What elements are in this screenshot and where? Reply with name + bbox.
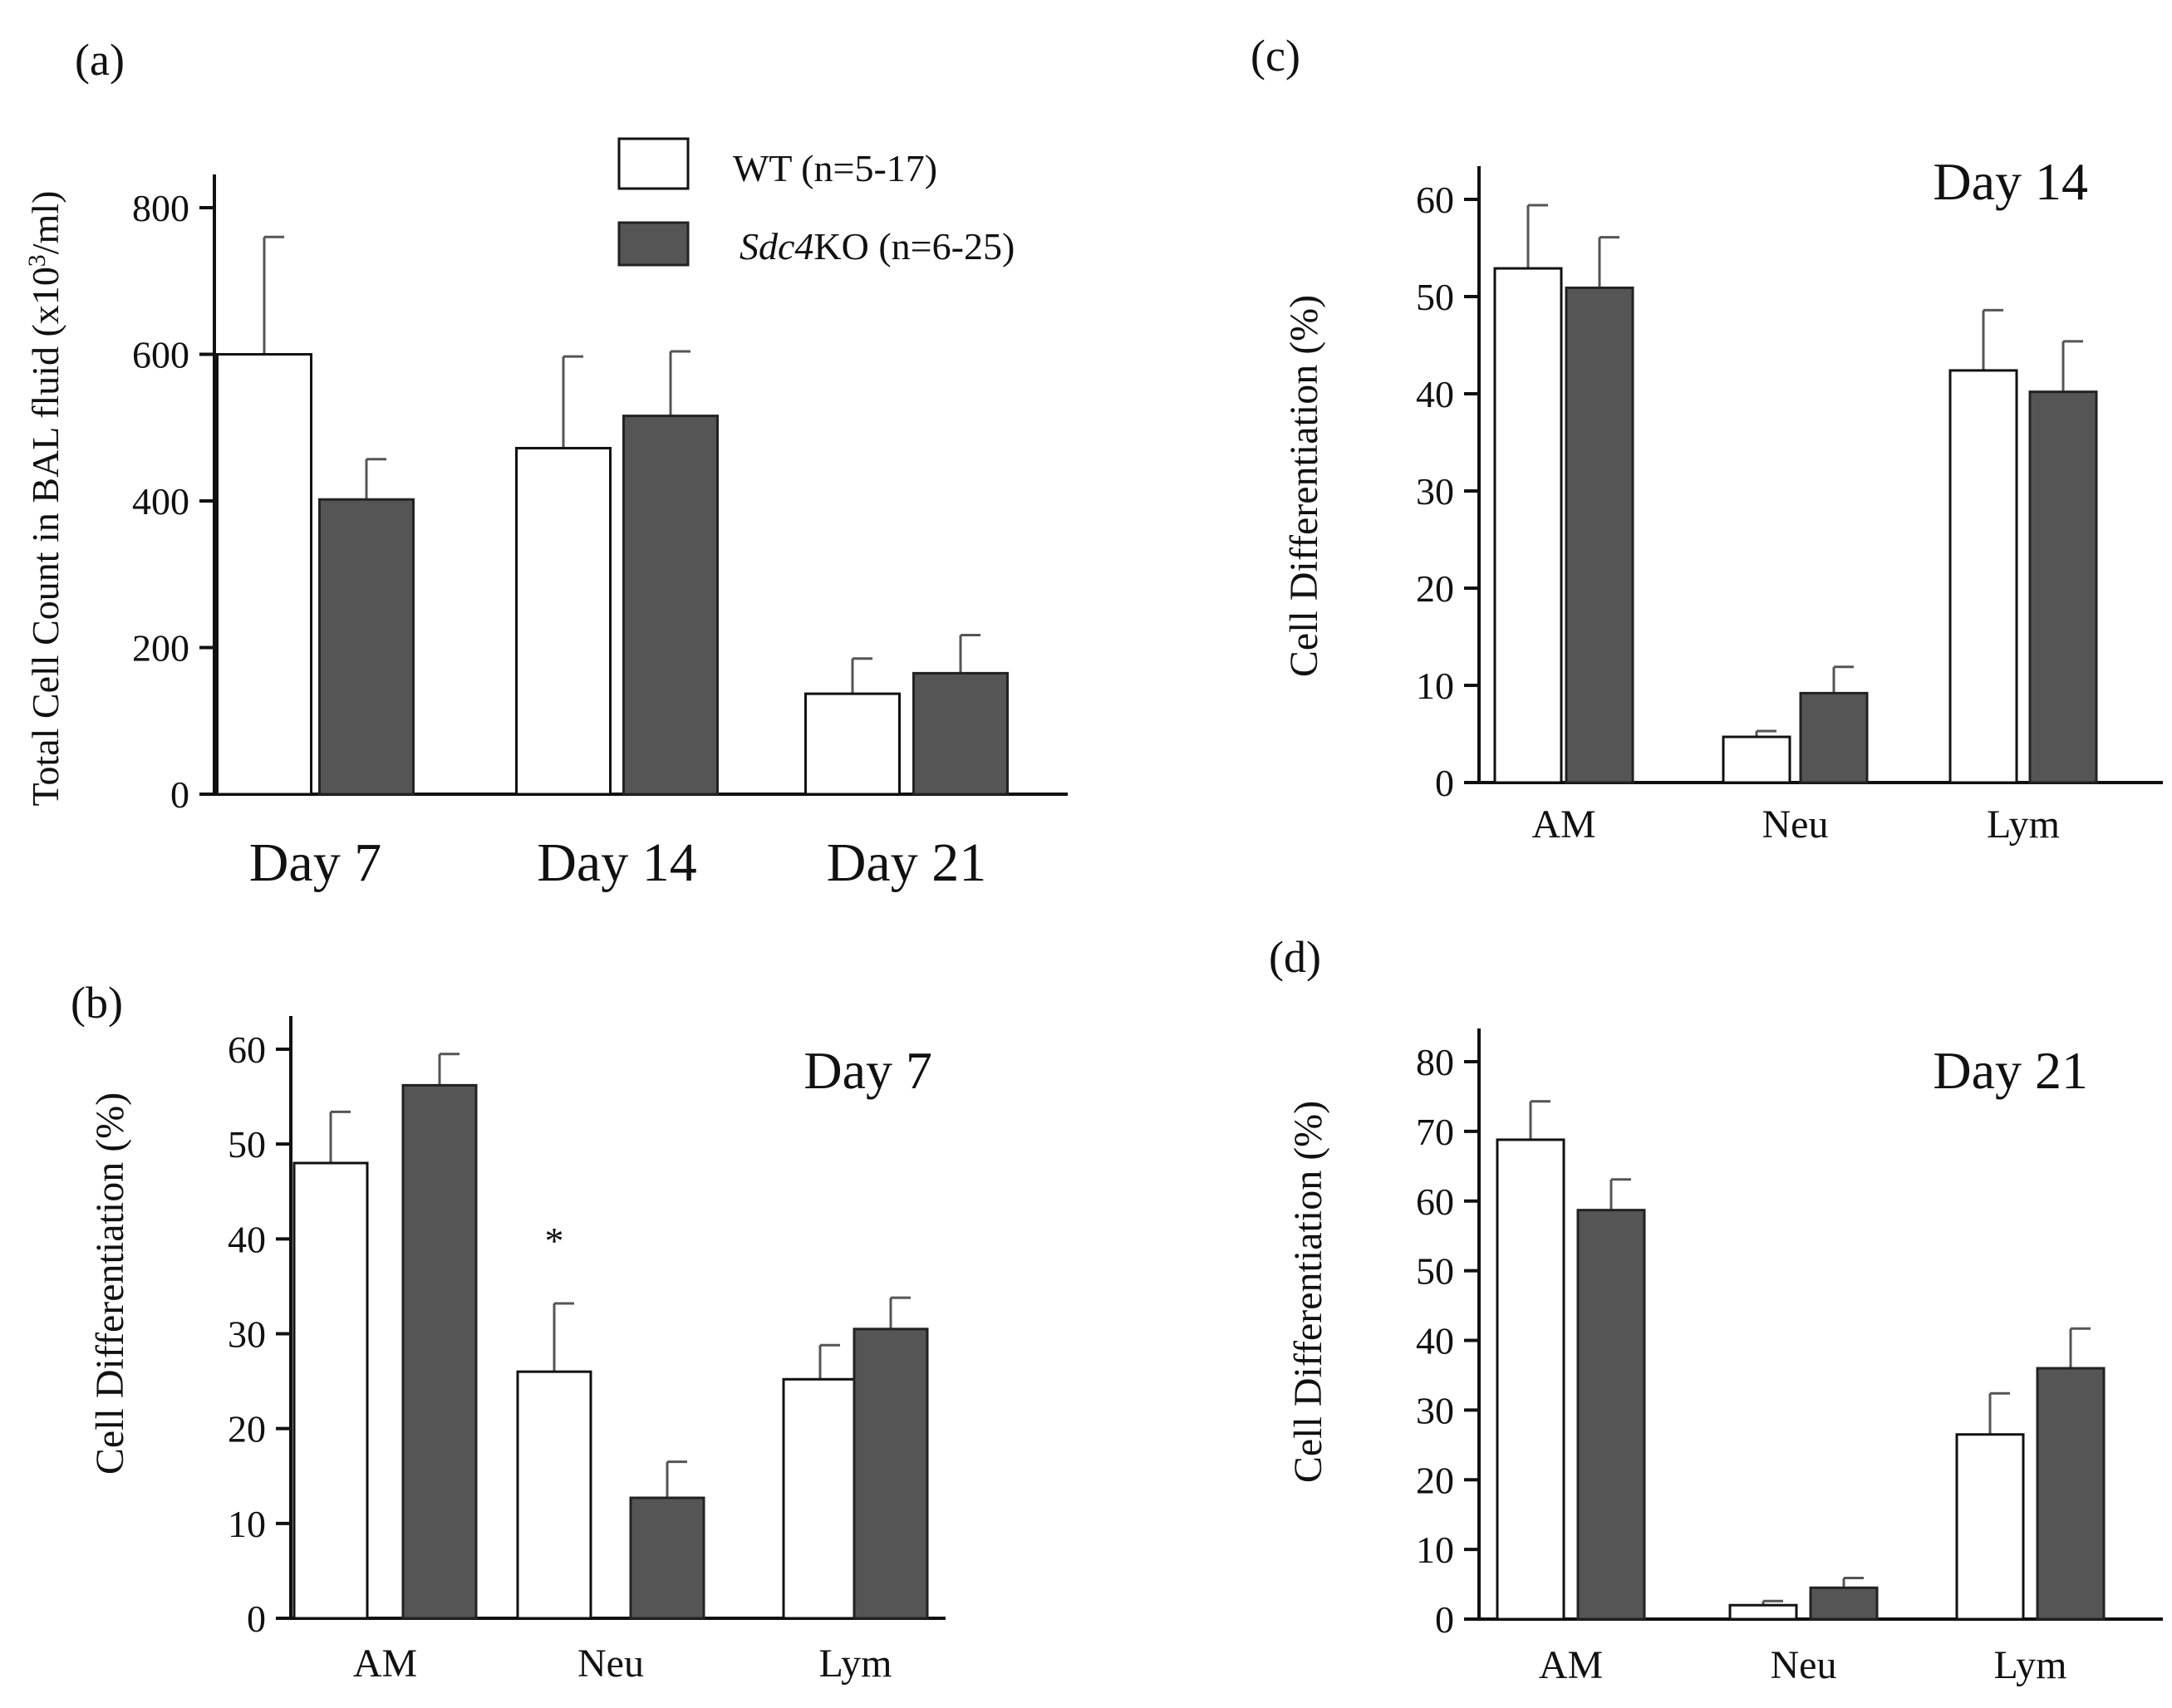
bar-d-wt	[1496, 1138, 1565, 1621]
y-axis-label-sup: 3	[23, 254, 51, 267]
legend-label-ko-gene: Sdc4	[740, 225, 813, 267]
bar-b-ko	[629, 1496, 705, 1620]
bar-c-wt	[1493, 267, 1563, 784]
bar-d-wt	[1728, 1603, 1798, 1621]
bar-d-ko	[1809, 1586, 1879, 1621]
y-tick-label-b: 30	[228, 1313, 266, 1356]
y-axis-label-main: Total Cell Count in BAL fluid (x10	[24, 267, 66, 806]
y-tick-label-d: 20	[1416, 1459, 1454, 1501]
bar-a-wt	[216, 353, 312, 796]
x-tick-label-b: Lym	[818, 1642, 892, 1686]
y-tick-label-d: 60	[1416, 1180, 1454, 1223]
y-tick-label-b: 10	[228, 1503, 266, 1545]
y-tick-label-d: 0	[1435, 1598, 1454, 1641]
chart-title-b: Day 7	[803, 1041, 932, 1100]
bar-c-wt	[1948, 369, 2018, 784]
x-tick-label-d: Neu	[1771, 1643, 1837, 1687]
bar-b-wt	[292, 1161, 369, 1620]
y-axis-label-c: Cell Differentiation (%)	[1282, 295, 1326, 677]
x-tick-label-c: Neu	[1762, 802, 1829, 847]
bar-d-ko	[1576, 1209, 1646, 1621]
x-tick-label-a: Day 14	[537, 832, 696, 893]
bar-a-ko	[912, 671, 1009, 796]
x-tick-label-b: Neu	[577, 1642, 644, 1686]
bar-d-wt	[1955, 1433, 2025, 1621]
y-tick-label-d: 30	[1416, 1389, 1454, 1431]
y-tick-label-d: 10	[1416, 1529, 1454, 1571]
y-tick-label-c: 10	[1416, 665, 1454, 707]
panel-d: (d) Day 21 0 10 20 30 40 50 60 70 80 Cell Different…	[1269, 932, 2163, 1687]
x-tick-label-a: Day 7	[249, 832, 381, 893]
legend-label-ko: Sdc4KO (n=6-25)	[740, 225, 1015, 267]
y-tick-label-b: 20	[228, 1408, 266, 1450]
y-axis-label-d: Cell Differentiation (%)	[1286, 1101, 1330, 1483]
chart-title-d: Day 21	[1933, 1041, 2088, 1100]
panel-label-b: (b)	[71, 978, 123, 1028]
bar-a-ko	[622, 415, 719, 796]
panel-label-a: (a)	[75, 35, 125, 85]
panel-label-d: (d)	[1269, 932, 1321, 982]
y-tick-label-c: 30	[1416, 470, 1454, 513]
panel-c: (c) Day 14 0 10 20 30 40 50 60 Cell Differentiati…	[1251, 31, 2163, 847]
y-tick-label-a: 0	[170, 773, 189, 816]
y-tick-label-a: 600	[132, 334, 189, 376]
x-tick-label-a: Day 21	[827, 832, 986, 893]
legend-swatch-wt	[617, 137, 690, 190]
bar-c-ko	[1799, 691, 1869, 784]
x-tick-label-d: Lym	[1993, 1643, 2066, 1687]
x-tick-label-d: AM	[1539, 1643, 1603, 1687]
y-tick-label-d: 40	[1416, 1320, 1454, 1362]
bar-a-ko	[318, 498, 415, 796]
bar-c-ko	[1565, 286, 1634, 784]
panel-label-c: (c)	[1251, 31, 1300, 81]
y-tick-label-b: 60	[228, 1028, 266, 1071]
panel-b: (b) Day 7 0 10 20 30 40 50 60 Cell Differentiatio…	[71, 978, 946, 1686]
bar-d-ko	[2036, 1367, 2106, 1621]
bar-a-wt	[515, 446, 612, 796]
y-tick-label-c: 40	[1416, 373, 1454, 415]
y-tick-label-a: 400	[132, 480, 189, 523]
y-axis-label-a: Total Cell Count in BAL fluid (x103/ml)	[23, 191, 66, 807]
y-tick-label-b: 0	[247, 1598, 266, 1640]
chart-title-c: Day 14	[1933, 152, 2088, 211]
panel-a: (a) 0 200 400 600 800 Total Cell Count in BAL …	[23, 35, 1068, 893]
y-axis-label-end: /ml)	[24, 191, 66, 255]
y-tick-label-d: 80	[1416, 1041, 1454, 1083]
y-tick-label-d: 50	[1416, 1250, 1454, 1293]
y-tick-label-b: 50	[228, 1123, 266, 1166]
y-tick-label-c: 20	[1416, 567, 1454, 610]
legend-label-ko-rest: KO (n=6-25)	[813, 225, 1015, 267]
legend-swatch-ko	[617, 221, 690, 267]
y-tick-label-c: 50	[1416, 276, 1454, 318]
bar-b-ko	[401, 1083, 478, 1620]
y-tick-label-d: 70	[1416, 1111, 1454, 1153]
bar-b-wt	[516, 1370, 592, 1620]
y-tick-label-a: 800	[132, 187, 189, 229]
x-tick-label-b: AM	[353, 1642, 417, 1686]
bar-b-wt	[782, 1377, 858, 1620]
bar-a-wt	[804, 692, 901, 796]
legend-label-wt: WT (n=5-17)	[733, 147, 937, 189]
significance-marker-b: *	[545, 1220, 564, 1262]
y-tick-label-c: 0	[1435, 762, 1454, 804]
y-tick-label-c: 60	[1416, 179, 1454, 221]
x-tick-label-c: Lym	[1987, 802, 2060, 847]
y-tick-label-a: 200	[132, 627, 189, 670]
legend: WT (n=5-17) Sdc4KO (n=6-25)	[617, 137, 1015, 267]
x-tick-label-c: AM	[1531, 802, 1595, 847]
bar-c-wt	[1722, 735, 1791, 784]
bar-c-ko	[2028, 390, 2098, 784]
bar-b-ko	[853, 1328, 929, 1620]
y-axis-label-b: Cell Differentiation (%)	[88, 1092, 132, 1475]
y-tick-label-b: 40	[228, 1218, 266, 1260]
